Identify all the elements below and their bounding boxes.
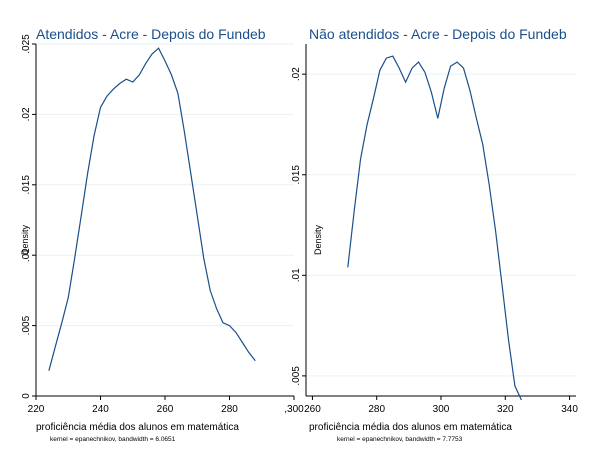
x-tick-label: 280 — [368, 404, 385, 415]
x-tick-label: 340 — [561, 404, 578, 415]
density-curve — [48, 47, 256, 371]
y-tick-label: .005 — [21, 315, 32, 335]
x-tick-label: ,300 — [284, 404, 304, 415]
x-tick-label: 260 — [304, 404, 321, 415]
x-tick-label: 260 — [157, 404, 174, 415]
plot-area — [36, 44, 294, 396]
x-tick-label: 280 — [221, 404, 238, 415]
x-tick-label: 240 — [92, 404, 109, 415]
y-tick-label: 0 — [21, 393, 32, 399]
y-tick-label: .01 — [291, 268, 302, 282]
chart-panel-1: 0 .005 .01 .015 .02 .025 220 240 260 280 ,300 Densi… — [20, 26, 304, 443]
x-axis-label: proficiência média dos alunos em matemát… — [309, 422, 512, 433]
x-tick-label: 320 — [497, 404, 514, 415]
y-tick-label: .01 — [21, 248, 32, 262]
y-tick-label: .02 — [21, 107, 32, 121]
x-tick-label: 220 — [28, 404, 45, 415]
chart-panel-2: .005 .01 .015 .02 260 280 300 320 340 Density Não … — [291, 26, 578, 443]
chart-title: Atendidos - Acre - Depois do Fundeb — [36, 26, 266, 42]
y-tick-label: .005 — [291, 366, 302, 386]
y-tick-label: .02 — [291, 67, 302, 81]
plot-area — [306, 44, 576, 396]
density-curve — [347, 55, 522, 401]
kernel-note: kernel = epanechnikov, bandwidth = 6.065… — [50, 436, 176, 443]
y-axis-label: Density — [20, 224, 30, 255]
kernel-note: kernel = epanechnikov, bandwidth = 7.775… — [337, 436, 463, 443]
x-axis-label: proficiência média dos alunos em matemát… — [36, 422, 239, 433]
x-tick-label: 300 — [433, 404, 450, 415]
y-tick-label: .015 — [291, 165, 302, 185]
y-axis-label: Density — [313, 224, 323, 255]
y-tick-label: .025 — [21, 34, 32, 54]
chart-title: Não atendidos - Acre - Depois do Fundeb — [309, 26, 567, 42]
y-tick-label: .015 — [21, 175, 32, 195]
